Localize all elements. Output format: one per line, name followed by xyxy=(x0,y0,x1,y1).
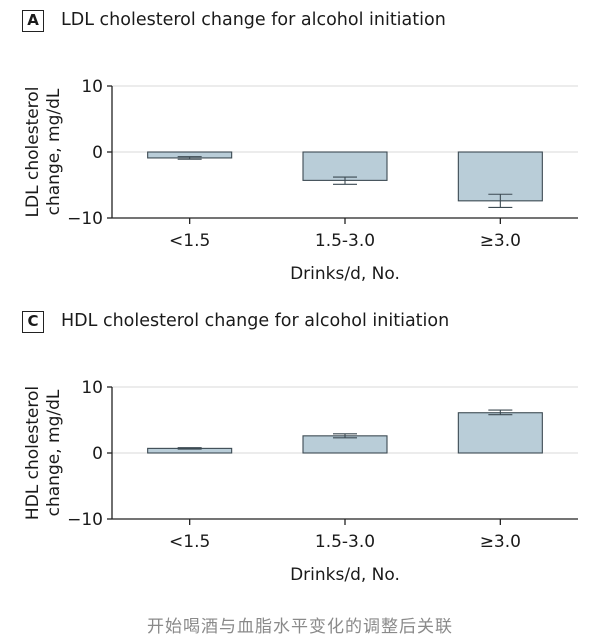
ldl-chart: 10 0 −10 <1.5 1.5-3.0 ≥3.0 Drinks/d, No. LDL ch… xyxy=(23,77,578,284)
chart1-x-tick-label: 1.5-3.0 xyxy=(315,532,375,552)
panel-a-header: A LDL cholesterol change for alcohol ini… xyxy=(0,0,600,34)
panel-c-letter: C xyxy=(22,311,44,333)
chart1-bar xyxy=(457,412,543,454)
chart0-x-tick-label: ≥3.0 xyxy=(480,231,521,251)
chart0-x-tick-label: <1.5 xyxy=(169,231,210,251)
panel-a: A LDL cholesterol change for alcohol ini… xyxy=(0,0,600,300)
chart1-y-axis-title: HDL cholesterol change, mg/dL xyxy=(23,386,64,520)
panel-c-header: C HDL cholesterol change for alcohol ini… xyxy=(0,301,600,335)
hdl-chart: 10 0 −10 <1.5 1.5-3.0 ≥3.0 Drinks/d, No. HDL ch… xyxy=(23,378,578,585)
chart1-y-tick-label: −10 xyxy=(67,510,103,530)
chart1-x-tick-label: ≥3.0 xyxy=(480,532,521,552)
caption: 开始喝酒与血脂水平变化的调整后关联 xyxy=(147,617,453,637)
chart0-x-axis-title: Drinks/d, No. xyxy=(290,264,400,284)
chart0-y-axis-title-line: LDL cholesterol xyxy=(23,87,43,218)
chart1-x-axis-title: Drinks/d, No. xyxy=(290,565,400,585)
chart1-y-axis-title-line: change, mg/dL xyxy=(44,389,64,516)
chart0-y-axis-title-line: change, mg/dL xyxy=(44,88,64,215)
chart0-y-tick-label: −10 xyxy=(67,209,103,229)
panel-c: C HDL cholesterol change for alcohol ini… xyxy=(0,301,600,601)
panel-a-letter: A xyxy=(22,10,44,32)
panel-a-title: LDL cholesterol change for alcohol initi… xyxy=(61,10,446,30)
chart1-y-tick-label: 0 xyxy=(92,444,103,464)
chart0-bar xyxy=(457,151,543,202)
chart0-bar xyxy=(302,151,388,181)
chart1-y-tick-label: 10 xyxy=(81,378,103,398)
chart1-x-tick-label: <1.5 xyxy=(169,532,210,552)
chart0-y-tick-label: 10 xyxy=(81,77,103,97)
chart1-bar xyxy=(302,435,388,454)
chart0-y-tick-label: 0 xyxy=(92,143,103,163)
chart0-y-axis-title: LDL cholesterol change, mg/dL xyxy=(23,87,64,218)
panel-c-title: HDL cholesterol change for alcohol initi… xyxy=(61,311,450,331)
chart1-y-axis-title-line: HDL cholesterol xyxy=(23,386,43,520)
chart0-x-tick-label: 1.5-3.0 xyxy=(315,231,375,251)
